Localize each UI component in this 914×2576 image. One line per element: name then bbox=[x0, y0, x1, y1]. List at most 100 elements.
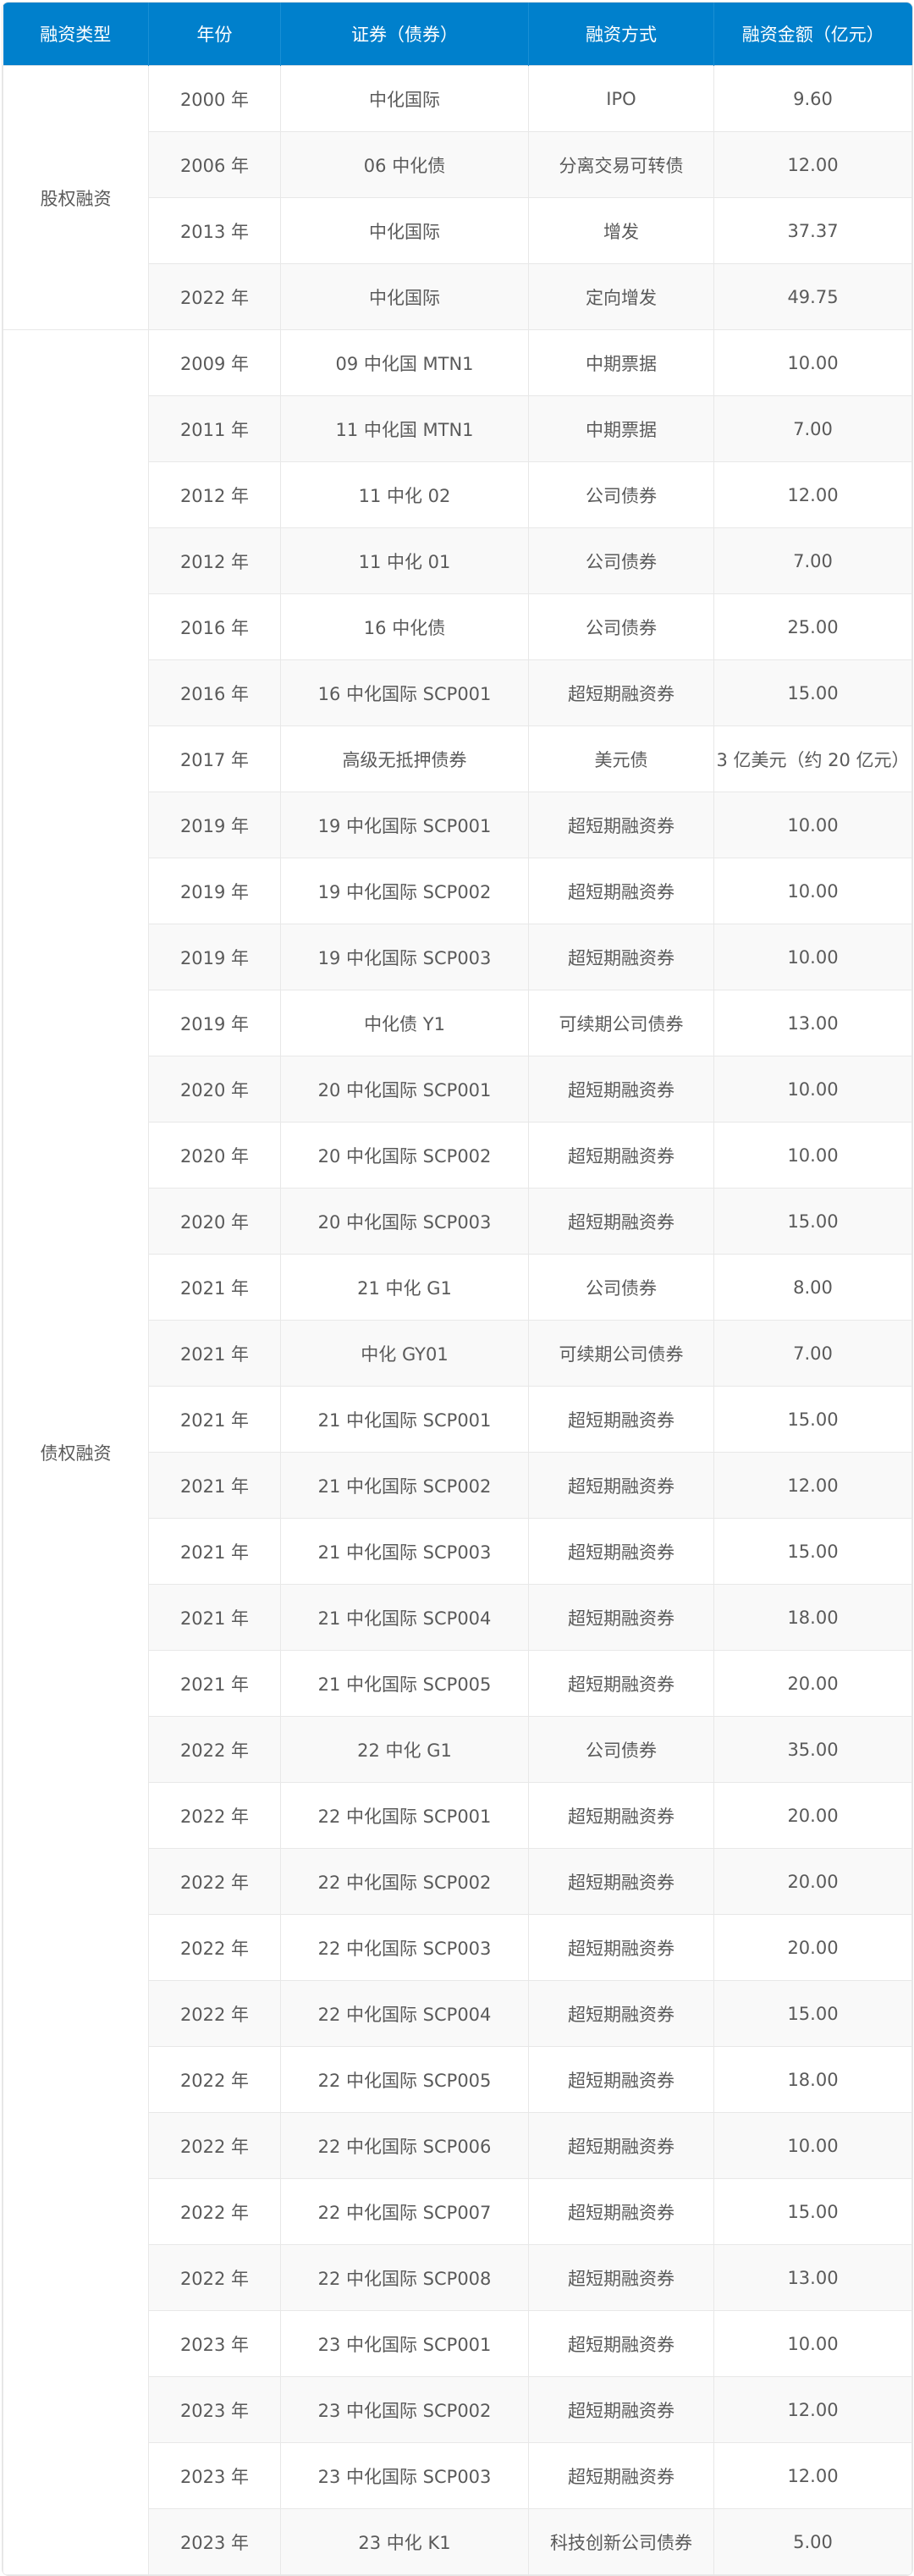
header-amount: 融资金额（亿元） bbox=[713, 3, 912, 66]
cell-security: 22 中化国际 SCP007 bbox=[280, 2178, 529, 2245]
cell-method: 公司债券 bbox=[528, 593, 714, 660]
cell-method: 超短期融资券 bbox=[528, 2244, 714, 2311]
cell-security: 20 中化国际 SCP002 bbox=[280, 1122, 529, 1189]
cell-amount: 49.75 bbox=[713, 263, 912, 330]
table-header-row: 融资类型 年份 证券（债券） 融资方式 融资金额（亿元） bbox=[3, 3, 912, 66]
cell-amount: 20.00 bbox=[713, 1650, 912, 1717]
table-row: 债权融资 2009 年 09 中化国 MTN1 中期票据 10.00 bbox=[3, 329, 912, 2575]
table-row: 2021 年 21 中化 G1 公司债券 8.00 bbox=[3, 1254, 912, 1321]
cell-year: 2022 年 bbox=[148, 1716, 281, 1783]
cell-method: 超短期融资券 bbox=[528, 2376, 714, 2443]
cell-security: 11 中化 01 bbox=[280, 527, 529, 594]
table-row: 2011 年 11 中化国 MTN1 中期票据 7.00 bbox=[3, 395, 912, 462]
cell-amount: 15.00 bbox=[713, 1518, 912, 1585]
cell-year: 2009 年 bbox=[148, 329, 281, 396]
cell-security: 21 中化国际 SCP002 bbox=[280, 1452, 529, 1519]
cell-method: 超短期融资券 bbox=[528, 2442, 714, 2509]
cell-method: 超短期融资券 bbox=[528, 924, 714, 990]
cell-security: 22 中化国际 SCP003 bbox=[280, 1914, 529, 1981]
cell-year: 2022 年 bbox=[148, 1782, 281, 1849]
cell-amount: 5.00 bbox=[713, 2508, 912, 2575]
cell-year: 2019 年 bbox=[148, 792, 281, 858]
cell-method: 超短期融资券 bbox=[528, 659, 714, 726]
table-row: 2021 年 21 中化国际 SCP004 超短期融资券 18.00 bbox=[3, 1584, 912, 1651]
cell-security: 19 中化国际 SCP003 bbox=[280, 924, 529, 990]
cell-year: 2016 年 bbox=[148, 593, 281, 660]
table-row: 2021 年中化 GY01 可续期公司债券 7.00 bbox=[3, 1320, 912, 1387]
cell-security: 16 中化国际 SCP001 bbox=[280, 659, 529, 726]
table-row: 股权融资 2000 年中化国际 IPO 9.60 bbox=[3, 65, 912, 330]
cell-year: 2013 年 bbox=[148, 197, 281, 264]
cell-year: 2021 年 bbox=[148, 1584, 281, 1651]
table-row: 2021 年 21 中化国际 SCP001 超短期融资券 15.00 bbox=[3, 1386, 912, 1453]
cell-amount: 12.00 bbox=[713, 1452, 912, 1519]
cell-method: 公司债券 bbox=[528, 461, 714, 528]
cell-year: 2020 年 bbox=[148, 1188, 281, 1255]
header-type: 融资类型 bbox=[3, 3, 149, 66]
cell-method: 增发 bbox=[528, 197, 714, 264]
cell-year: 2017 年 bbox=[148, 725, 281, 792]
cell-year: 2021 年 bbox=[148, 1386, 281, 1453]
cell-method: 中期票据 bbox=[528, 395, 714, 462]
table-row: 2020 年 20 中化国际 SCP002 超短期融资券 10.00 bbox=[3, 1122, 912, 1189]
table-row: 2020 年 20 中化国际 SCP003 超短期融资券 15.00 bbox=[3, 1188, 912, 1255]
table-row: 2021 年 21 中化国际 SCP005 超短期融资券 20.00 bbox=[3, 1650, 912, 1717]
cell-year: 2022 年 bbox=[148, 1980, 281, 2047]
table-row: 2022 年 22 中化国际 SCP002 超短期融资券 20.00 bbox=[3, 1848, 912, 1915]
cell-year: 2022 年 bbox=[148, 2112, 281, 2179]
cell-year: 2000 年 bbox=[148, 65, 281, 132]
cell-year: 2021 年 bbox=[148, 1320, 281, 1387]
table-row: 2022 年 22 中化国际 SCP007 超短期融资券 15.00 bbox=[3, 2178, 912, 2245]
cell-method: 可续期公司债券 bbox=[528, 990, 714, 1056]
cell-amount: 10.00 bbox=[713, 792, 912, 858]
cell-security: 23 中化 K1 bbox=[280, 2508, 529, 2575]
cell-amount: 9.60 bbox=[713, 65, 912, 132]
cell-amount: 7.00 bbox=[713, 395, 912, 462]
table-row: 2022 年 22 中化国际 SCP006 超短期融资券 10.00 bbox=[3, 2112, 912, 2179]
cell-method: 公司债券 bbox=[528, 1254, 714, 1321]
table-row: 2019 年 19 中化国际 SCP003 超短期融资券 10.00 bbox=[3, 924, 912, 990]
cell-security: 21 中化国际 SCP003 bbox=[280, 1518, 529, 1585]
cell-security: 中化 GY01 bbox=[280, 1320, 529, 1387]
cell-amount: 10.00 bbox=[713, 1056, 912, 1123]
cell-amount: 12.00 bbox=[713, 2376, 912, 2443]
table-row: 2022 年 22 中化国际 SCP004 超短期融资券 15.00 bbox=[3, 1980, 912, 2047]
table-row: 2013 年中化国际 增发 37.37 bbox=[3, 197, 912, 264]
cell-method: 超短期融资券 bbox=[528, 2112, 714, 2179]
cell-security: 中化国际 bbox=[280, 197, 529, 264]
cell-amount: 13.00 bbox=[713, 990, 912, 1056]
cell-year: 2022 年 bbox=[148, 1914, 281, 1981]
cell-method: 超短期融资券 bbox=[528, 792, 714, 858]
cell-security: 11 中化国 MTN1 bbox=[280, 395, 529, 462]
table-row: 2019 年中化债 Y1 可续期公司债券 13.00 bbox=[3, 990, 912, 1056]
cell-year: 2016 年 bbox=[148, 659, 281, 726]
cell-amount: 8.00 bbox=[713, 1254, 912, 1321]
table-row: 2021 年 21 中化国际 SCP003 超短期融资券 15.00 bbox=[3, 1518, 912, 1585]
cell-security: 20 中化国际 SCP003 bbox=[280, 1188, 529, 1255]
cell-amount: 7.00 bbox=[713, 527, 912, 594]
cell-year: 2011 年 bbox=[148, 395, 281, 462]
table-body: 股权融资 2000 年中化国际 IPO 9.60 2006 年 06 中化债 分离交易可转债… bbox=[3, 65, 912, 2575]
cell-security: 高级无抵押债券 bbox=[280, 725, 529, 792]
cell-method: 超短期融资券 bbox=[528, 1386, 714, 1453]
cell-amount: 35.00 bbox=[713, 1716, 912, 1783]
cell-method: 超短期融资券 bbox=[528, 2178, 714, 2245]
financing-table: 融资类型 年份 证券（债券） 融资方式 融资金额（亿元） 股权融资 2000 年中… bbox=[3, 3, 912, 2575]
header-year: 年份 bbox=[148, 3, 281, 66]
cell-security: 21 中化 G1 bbox=[280, 1254, 529, 1321]
cell-amount: 15.00 bbox=[713, 659, 912, 726]
cell-method: IPO bbox=[528, 65, 714, 132]
table-row: 2020 年 20 中化国际 SCP001 超短期融资券 10.00 bbox=[3, 1056, 912, 1123]
table-row: 2012 年 11 中化 01 公司债券 7.00 bbox=[3, 527, 912, 594]
cell-year: 2012 年 bbox=[148, 461, 281, 528]
cell-method: 公司债券 bbox=[528, 527, 714, 594]
table-row: 2019 年 19 中化国际 SCP002 超短期融资券 10.00 bbox=[3, 858, 912, 924]
cell-security: 22 中化国际 SCP002 bbox=[280, 1848, 529, 1915]
table-row: 2022 年 22 中化国际 SCP001 超短期融资券 20.00 bbox=[3, 1782, 912, 1849]
cell-amount: 10.00 bbox=[713, 2310, 912, 2377]
table-row: 2017 年高级无抵押债券 美元债 3 亿美元（约 20 亿元） bbox=[3, 725, 912, 792]
cell-year: 2021 年 bbox=[148, 1452, 281, 1519]
cell-year: 2021 年 bbox=[148, 1518, 281, 1585]
table-row: 2016 年 16 中化债 公司债券 25.00 bbox=[3, 593, 912, 660]
cell-year: 2019 年 bbox=[148, 858, 281, 924]
